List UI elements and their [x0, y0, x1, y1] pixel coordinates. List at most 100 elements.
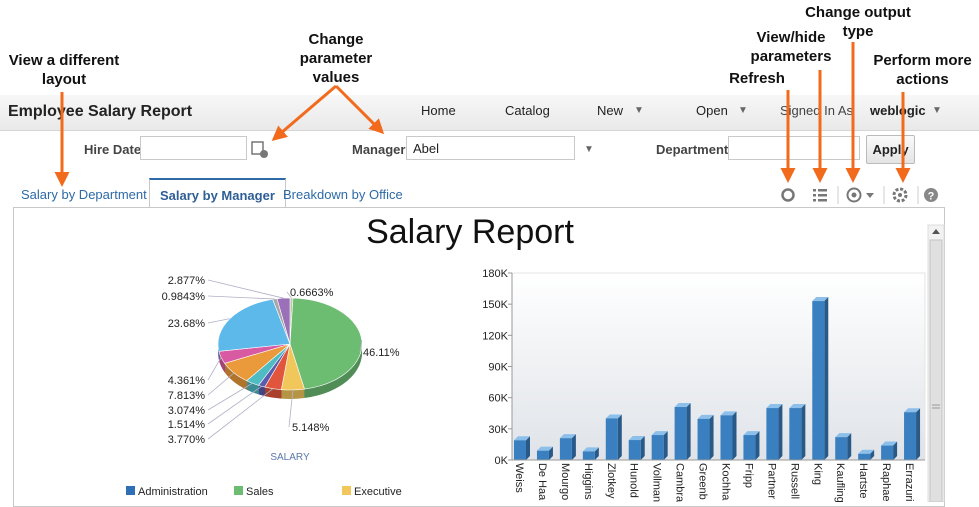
x-tick-label: Errazuri [903, 463, 915, 502]
legend-label: Executive [354, 486, 402, 498]
x-tick-label: Mourgo [559, 463, 571, 500]
bar-top [881, 441, 898, 446]
leader-line [207, 372, 235, 396]
param-label: Manager [352, 142, 406, 157]
scrollbar[interactable] [927, 224, 945, 502]
bar-side [548, 446, 553, 460]
calendar-icon[interactable] [251, 141, 268, 158]
parameters-icon[interactable] [813, 189, 827, 202]
data-label: 5.148% [292, 422, 330, 434]
data-label: 4.361% [168, 375, 206, 387]
bar-top [514, 436, 530, 441]
annotation: Change parameter values [299, 31, 373, 86]
y-tick-label: 120K [482, 330, 508, 342]
legend-swatch [126, 486, 135, 495]
bar-top [904, 408, 921, 413]
bar-top [651, 431, 668, 436]
data-label: 1.514% [168, 419, 206, 431]
leader-line [207, 382, 253, 411]
bar-side [847, 433, 852, 460]
arrow [334, 84, 385, 135]
nav-link[interactable]: Home [421, 103, 456, 118]
legend-swatch [342, 486, 351, 495]
x-tick-label: Greenb [697, 463, 709, 500]
x-tick-label: Kaufling [834, 463, 846, 502]
x-tick-label: Vollman [651, 463, 663, 502]
legend-label: Administration [138, 486, 208, 498]
bar-top [559, 434, 576, 439]
arrow [271, 84, 337, 141]
bar [674, 407, 687, 460]
bar-side [594, 447, 599, 460]
dropdown-caret[interactable]: ▼ [584, 144, 594, 155]
bar-top [628, 436, 645, 441]
bar [835, 437, 848, 460]
y-tick-label: 30K [488, 424, 508, 436]
bar [697, 418, 710, 460]
tab[interactable]: Breakdown by Office [283, 187, 403, 202]
data-label: 0.6663% [290, 287, 334, 299]
x-tick-label: Hunold [628, 463, 640, 498]
annotation: View/hide parameters [750, 29, 832, 65]
tab[interactable]: Salary by Department [21, 187, 147, 202]
report-title: Salary Report [366, 213, 574, 251]
bar-top [674, 403, 691, 408]
bar-side [640, 436, 645, 460]
bar-top [720, 411, 737, 416]
x-tick-label: Partner [765, 463, 777, 499]
x-tick-label: Weiss [513, 463, 525, 493]
output-type-icon[interactable] [846, 187, 875, 203]
bar-top [835, 433, 852, 438]
date-input[interactable] [140, 136, 247, 160]
bar-side [663, 431, 668, 460]
help-icon[interactable]: ? [924, 188, 938, 203]
department-input[interactable] [728, 136, 860, 160]
bar [651, 435, 664, 460]
caret: ▼ [634, 105, 644, 116]
annotation: Refresh [729, 70, 785, 87]
signed-in-label: Signed In As [780, 103, 853, 118]
x-tick-label: Kochha [720, 463, 732, 501]
bar-top [766, 404, 783, 409]
data-label: 46.11% [363, 347, 400, 359]
user-menu[interactable]: weblogic [870, 103, 926, 118]
manager-input[interactable]: Abel [406, 136, 575, 160]
data-label: 23.68% [168, 318, 206, 330]
nav-menu[interactable]: New [597, 103, 624, 118]
bar-top [697, 414, 714, 419]
bar-side [801, 404, 806, 460]
annotation-arrows [54, 42, 911, 187]
bar-top [582, 447, 599, 452]
x-tick-label: De Haa [536, 463, 548, 501]
bar [858, 453, 871, 460]
bar [720, 415, 733, 460]
x-tick-label: Zlotkey [605, 463, 617, 499]
svg-text:?: ? [928, 191, 935, 203]
apply-button[interactable]: Apply [866, 135, 915, 164]
bar [766, 408, 779, 460]
refresh-icon[interactable] [781, 188, 795, 202]
pie-slice [289, 297, 363, 390]
nav-menu[interactable]: Open [696, 103, 728, 118]
data-label: 2.877% [168, 275, 206, 287]
legend-swatch [234, 486, 243, 495]
y-tick-label: 90K [488, 362, 508, 374]
bar-side [755, 431, 760, 460]
bar-side [732, 411, 737, 460]
actions-icon[interactable] [892, 187, 908, 203]
bar-side [526, 436, 530, 460]
bar-side [571, 434, 576, 460]
bar-top [743, 431, 760, 436]
leader-line [207, 357, 222, 381]
x-tick-label: King [811, 463, 823, 485]
y-tick-label: 180K [482, 268, 508, 280]
leader-line [286, 291, 292, 299]
annotation: Perform more actions [873, 52, 972, 88]
nav-link[interactable]: Catalog [505, 103, 550, 118]
tab[interactable]: Salary by Manager [149, 178, 286, 208]
header-bar [0, 95, 979, 131]
annotation: Change output type [805, 4, 911, 40]
pie-caption: SALARY [270, 452, 310, 463]
bar-top [812, 297, 829, 302]
